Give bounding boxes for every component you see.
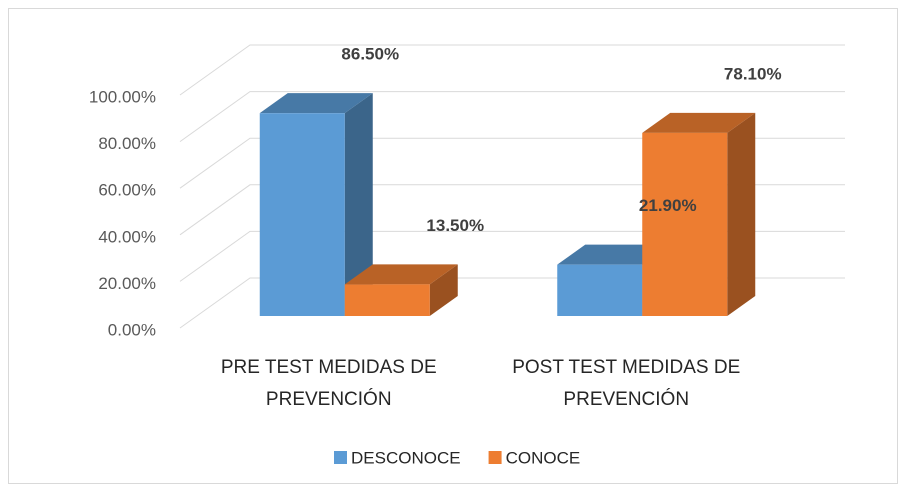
bar [344,284,430,316]
y-tick-label: 20.00% [98,274,156,293]
legend-swatch [334,451,347,464]
data-label: 13.50% [426,216,484,235]
legend-swatch [488,451,502,464]
bar-side [344,93,373,316]
y-tick-label: 100.00% [89,87,156,106]
bar-top [344,264,458,285]
x-tick-label: POST TEST MEDIDAS DE PREVENCIÓN [512,357,741,410]
bar [642,132,728,316]
data-label: 86.50% [341,45,399,64]
data-label: 78.10% [724,64,782,83]
legend-label: DESCONOCE [351,448,461,467]
grid-line [179,44,845,96]
legend-label: CONOCE [506,448,581,467]
data-label: 21.90% [639,196,697,215]
bar-top [557,244,671,265]
bar [557,264,643,316]
y-tick-label: 40.00% [98,227,156,246]
bar [259,113,345,316]
bar-top [259,93,373,114]
grid-line [179,91,845,143]
bar-side [429,264,458,316]
bar-top [642,112,756,133]
bar-side [727,112,756,316]
x-tick-label: PRE TEST MEDIDAS DE PREVENCIÓN [220,357,437,410]
y-tick-label: 60.00% [98,181,156,200]
y-tick-label: 0.00% [108,320,156,339]
y-tick-label: 80.00% [98,134,156,153]
